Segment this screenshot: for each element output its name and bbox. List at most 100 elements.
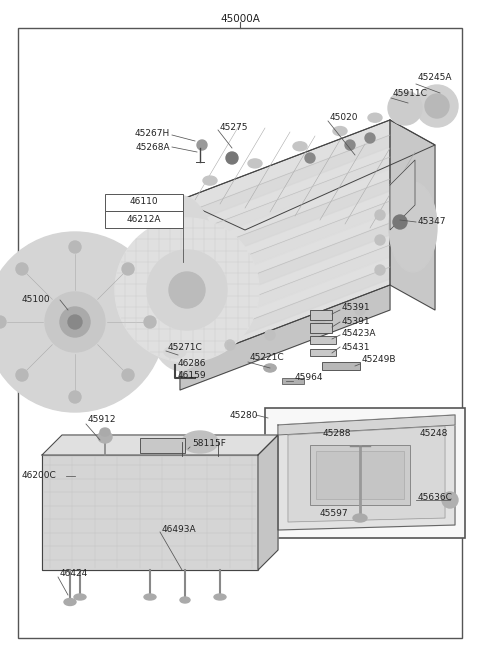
Text: 45100: 45100 (22, 295, 50, 305)
Polygon shape (390, 160, 415, 230)
Polygon shape (278, 415, 455, 530)
Text: 45288: 45288 (323, 430, 351, 438)
Text: 45245A: 45245A (418, 73, 453, 83)
Circle shape (122, 263, 134, 275)
Polygon shape (180, 267, 390, 359)
Text: 45271C: 45271C (168, 343, 203, 352)
Circle shape (197, 140, 207, 150)
Text: 45020: 45020 (330, 113, 359, 121)
Circle shape (147, 250, 227, 330)
Circle shape (68, 315, 82, 329)
Ellipse shape (416, 85, 458, 127)
Ellipse shape (74, 594, 86, 600)
Circle shape (375, 210, 385, 220)
Polygon shape (258, 435, 278, 570)
Circle shape (60, 307, 90, 337)
Bar (140, 438, 185, 453)
Bar (322, 362, 360, 370)
Circle shape (305, 153, 315, 163)
Bar (310, 323, 332, 333)
Ellipse shape (333, 126, 347, 136)
Polygon shape (390, 120, 435, 310)
Circle shape (16, 263, 28, 275)
Text: 45636C: 45636C (418, 493, 453, 502)
Circle shape (375, 265, 385, 275)
Text: 45347: 45347 (418, 217, 446, 227)
Ellipse shape (140, 195, 220, 371)
Polygon shape (180, 223, 390, 315)
Ellipse shape (182, 431, 218, 453)
Text: 45280: 45280 (230, 411, 259, 419)
Circle shape (69, 391, 81, 403)
Ellipse shape (264, 364, 276, 372)
Text: 45964: 45964 (295, 373, 324, 383)
Text: 46159: 46159 (178, 371, 206, 381)
Bar (265, 408, 465, 538)
Circle shape (442, 492, 458, 508)
Ellipse shape (388, 91, 422, 125)
Ellipse shape (264, 364, 276, 371)
Polygon shape (278, 415, 455, 435)
Polygon shape (180, 135, 390, 227)
Circle shape (345, 140, 355, 150)
Circle shape (122, 369, 134, 381)
Circle shape (144, 316, 156, 328)
Circle shape (355, 305, 365, 315)
Text: 45423A: 45423A (342, 329, 376, 339)
Bar (310, 445, 410, 505)
Circle shape (69, 241, 81, 253)
Text: 45431: 45431 (342, 343, 371, 352)
Polygon shape (288, 426, 445, 522)
Text: 45000A: 45000A (220, 14, 260, 24)
Ellipse shape (214, 594, 226, 600)
Bar (310, 310, 332, 320)
Ellipse shape (203, 176, 217, 185)
Circle shape (0, 316, 6, 328)
Bar (310, 336, 336, 344)
Polygon shape (180, 201, 390, 293)
Ellipse shape (180, 597, 190, 603)
Polygon shape (180, 157, 390, 249)
Ellipse shape (164, 346, 186, 358)
Polygon shape (180, 179, 390, 271)
Ellipse shape (248, 159, 262, 168)
Text: 45221C: 45221C (250, 354, 285, 362)
Text: 58115F: 58115F (192, 440, 226, 449)
Text: 45911C: 45911C (393, 90, 428, 98)
Text: 46212A: 46212A (127, 214, 161, 223)
Polygon shape (42, 435, 278, 455)
Polygon shape (180, 245, 390, 337)
Bar (282, 378, 304, 384)
Circle shape (169, 272, 205, 308)
Circle shape (375, 235, 385, 245)
Text: 45391: 45391 (342, 303, 371, 312)
Ellipse shape (98, 431, 112, 443)
Text: 45268A: 45268A (135, 143, 170, 151)
Bar (105, 211, 183, 228)
Circle shape (315, 315, 325, 325)
Circle shape (393, 215, 407, 229)
Circle shape (226, 152, 238, 164)
Text: 45275: 45275 (220, 124, 249, 132)
Text: 45912: 45912 (88, 415, 117, 424)
Circle shape (225, 340, 235, 350)
Text: 45391: 45391 (342, 316, 371, 326)
Bar (316, 451, 404, 499)
Ellipse shape (293, 141, 307, 151)
Circle shape (365, 133, 375, 143)
Circle shape (115, 218, 259, 362)
Ellipse shape (100, 428, 110, 436)
Bar (310, 349, 336, 356)
Polygon shape (180, 120, 435, 230)
Ellipse shape (368, 113, 382, 122)
Circle shape (265, 330, 275, 340)
Ellipse shape (389, 182, 437, 272)
Text: 46286: 46286 (178, 358, 206, 367)
Polygon shape (180, 285, 390, 390)
Circle shape (45, 292, 105, 352)
Ellipse shape (353, 514, 367, 522)
Text: 45267H: 45267H (135, 130, 170, 138)
Ellipse shape (144, 594, 156, 600)
Ellipse shape (64, 599, 76, 605)
Polygon shape (42, 455, 258, 570)
